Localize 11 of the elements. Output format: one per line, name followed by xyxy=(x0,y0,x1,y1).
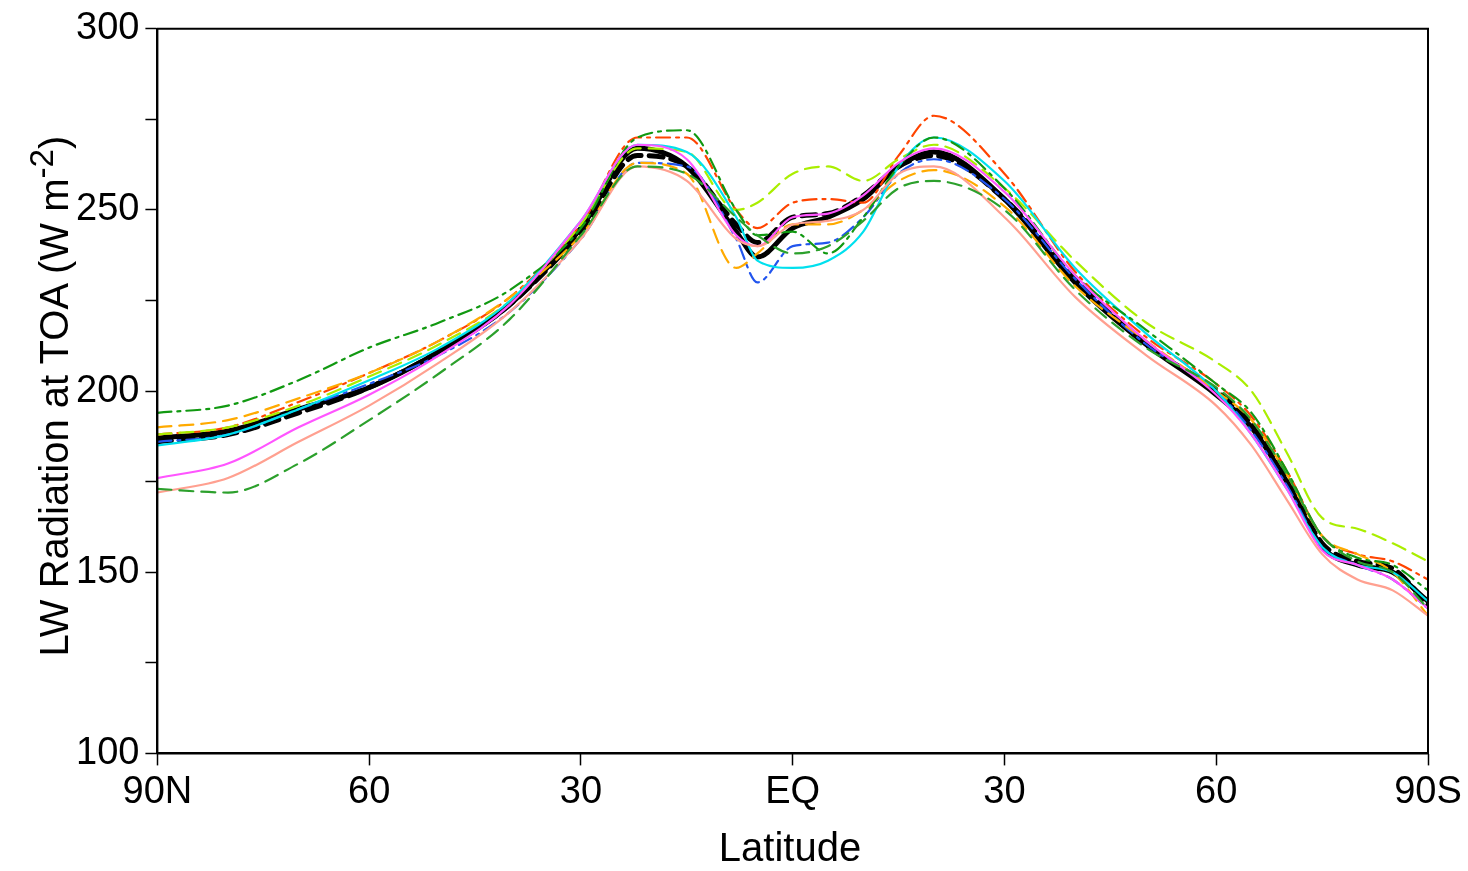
x-tick-label: 60 xyxy=(1195,768,1238,811)
y-tick-label: 300 xyxy=(76,5,140,48)
x-tick-label: 30 xyxy=(559,768,603,811)
x-tick-label: 90S xyxy=(1394,768,1462,811)
y-tick-label: 250 xyxy=(76,186,140,229)
x-axis-title: Latitude xyxy=(718,825,862,870)
x-tick-label: 30 xyxy=(983,768,1026,811)
y-tick-label: 200 xyxy=(76,367,140,410)
x-tick-label: EQ xyxy=(765,768,821,811)
x-tick-label: 60 xyxy=(348,768,391,811)
y-tick-label: 150 xyxy=(76,548,140,591)
